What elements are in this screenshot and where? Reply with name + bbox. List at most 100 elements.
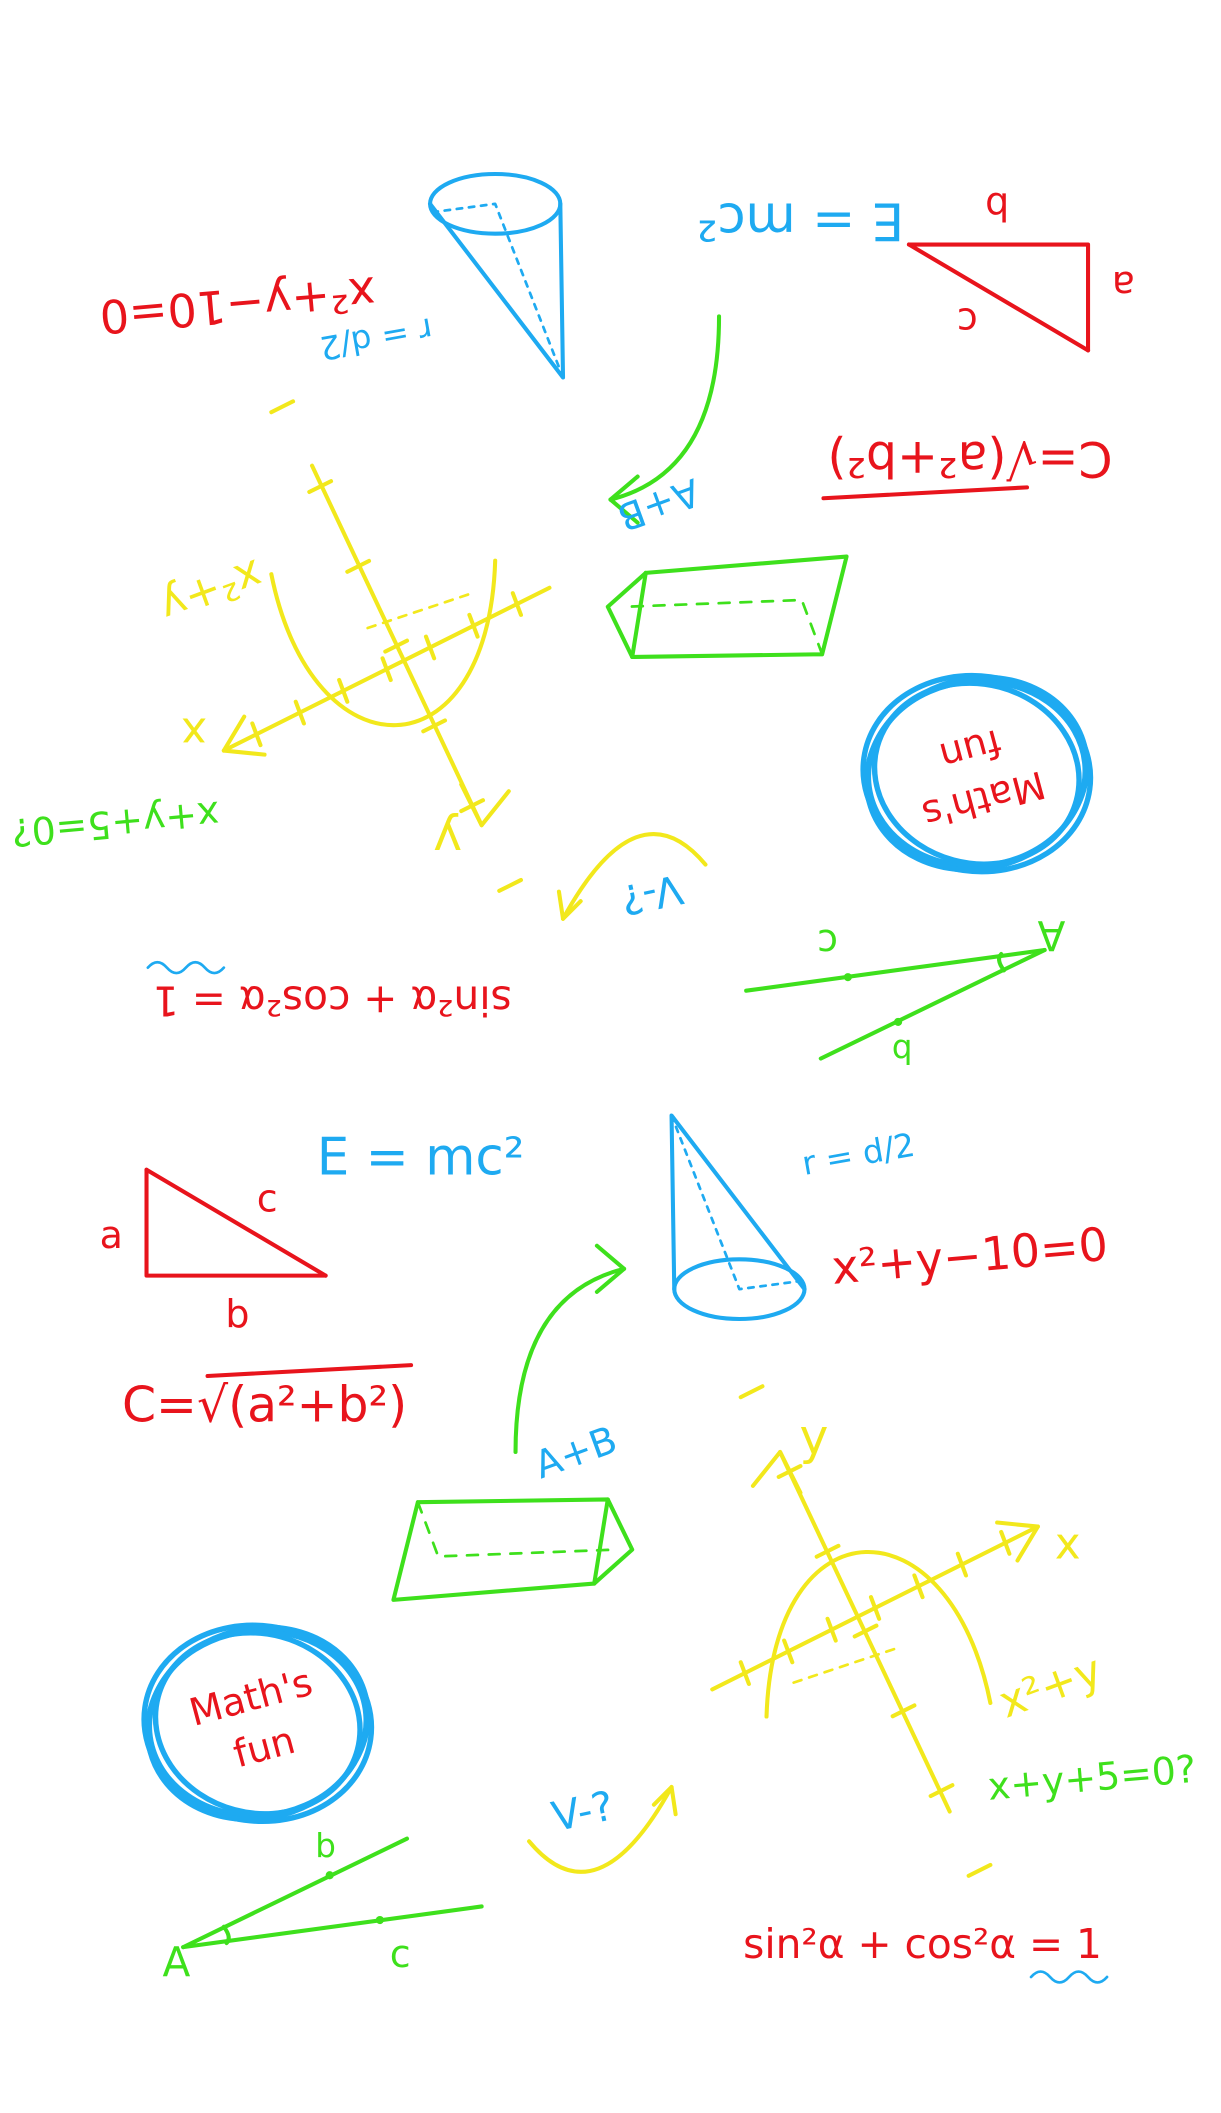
- triangle-hypotenuse: [906, 242, 1091, 353]
- tick: [999, 1529, 1012, 1556]
- doodle: [513, 1243, 627, 1455]
- tick: [307, 479, 334, 495]
- arc-arrow: [651, 1785, 678, 1817]
- x-arrow: [221, 714, 267, 757]
- x-arrow: [995, 1520, 1040, 1563]
- volume-arc: [527, 1785, 674, 1874]
- hypotenuse-formula: C=√(a²+b²): [827, 430, 1112, 487]
- side-a: a: [100, 1213, 123, 1257]
- tick: [497, 877, 523, 893]
- side-c: c: [257, 1176, 278, 1220]
- prism-edge: [592, 1497, 610, 1586]
- tick: [423, 634, 437, 661]
- tick: [459, 798, 486, 814]
- tick: [852, 1623, 879, 1639]
- cone-height: [670, 1114, 802, 1291]
- side-b: b: [225, 1292, 249, 1336]
- tick: [510, 591, 523, 617]
- triangle-hypotenuse: [144, 1167, 328, 1278]
- point-b: b: [892, 1032, 913, 1070]
- point: [843, 973, 852, 982]
- tick: [380, 656, 393, 683]
- doodle: C=√(a²+b²): [122, 1363, 414, 1434]
- y-label: y: [800, 1409, 829, 1466]
- prism-outline: [391, 1497, 635, 1602]
- ray-c: [181, 1904, 484, 1950]
- y-arrow: [750, 1449, 803, 1495]
- doodle-flipped: C=√(a²+b²): [821, 430, 1113, 501]
- tick: [383, 638, 410, 654]
- tick: [890, 1703, 917, 1719]
- tick: [912, 1573, 925, 1600]
- doodle-flipped: E = mc²: [697, 190, 905, 250]
- radical-bar: [205, 1363, 414, 1379]
- tick: [776, 1464, 803, 1479]
- side-b: b: [985, 184, 1009, 228]
- triangle-legs: [906, 242, 1091, 353]
- prism-hidden: [416, 1500, 616, 1558]
- trig-identity: sin²α + cos²α = 1: [743, 1920, 1102, 1968]
- vertex-a: A: [162, 1938, 190, 1986]
- doodle-flipped: [608, 314, 722, 525]
- trig-identity: sin²α + cos²α = 1: [153, 976, 512, 1024]
- doodle-flipped: Ab c: [744, 911, 1065, 1070]
- angle-arc: [997, 952, 1006, 973]
- prism-edge: [630, 570, 648, 659]
- x-label: x: [181, 708, 207, 758]
- tick: [269, 399, 296, 415]
- y-label: y: [433, 811, 462, 868]
- point-c: c: [817, 921, 838, 965]
- point-c: c: [390, 1932, 411, 1976]
- guide: [364, 593, 470, 630]
- arc-arrow: [556, 889, 583, 921]
- doodle: a c b: [100, 1167, 328, 1336]
- side-c: c: [957, 300, 978, 344]
- prism-hidden: [624, 598, 824, 656]
- x-label: x: [1055, 1519, 1081, 1569]
- curved-arrow: [608, 314, 722, 502]
- energy-formula: E = mc²: [317, 1127, 525, 1187]
- ray-c: [744, 947, 1047, 993]
- vertex-a: A: [1037, 911, 1065, 959]
- tick: [738, 1384, 765, 1400]
- squiggle: [146, 960, 226, 975]
- tick: [782, 1638, 795, 1665]
- y-arrow: [459, 782, 511, 828]
- doodle-flipped: V-?: [556, 832, 708, 924]
- tick: [293, 699, 306, 726]
- radical-bar: [821, 485, 1030, 501]
- tick: [814, 1543, 841, 1559]
- doodle: [391, 1497, 635, 1602]
- tick: [337, 677, 350, 704]
- tick: [250, 721, 263, 748]
- bubble-ring: [863, 674, 1090, 873]
- triangle-legs: [144, 1167, 328, 1278]
- ray-b: [181, 1836, 410, 1950]
- ray-b: [818, 947, 1047, 1061]
- doodle: E = mc²: [317, 1127, 525, 1187]
- tick: [928, 1783, 955, 1799]
- point-b: b: [315, 1827, 336, 1865]
- arrow-head: [608, 474, 640, 525]
- doodle-flipped: [605, 554, 849, 659]
- side-a: a: [1112, 263, 1135, 307]
- parabola: [764, 1550, 993, 1719]
- bubble-ring: [152, 1630, 363, 1817]
- tick: [868, 1595, 882, 1621]
- point: [375, 1915, 384, 1925]
- bubble-ring: [144, 1624, 371, 1823]
- point: [325, 1871, 334, 1880]
- prism-outline: [605, 554, 849, 659]
- tick: [467, 612, 480, 639]
- guide: [792, 1647, 897, 1684]
- tick: [738, 1660, 751, 1686]
- tick: [421, 718, 448, 734]
- tick: [345, 558, 372, 574]
- arrow-head: [594, 1243, 627, 1294]
- point: [894, 1017, 903, 1026]
- bubble-ring: [871, 680, 1082, 867]
- tick: [966, 1862, 993, 1878]
- doodle-flipped: sin²α + cos²α = 1: [146, 960, 512, 1024]
